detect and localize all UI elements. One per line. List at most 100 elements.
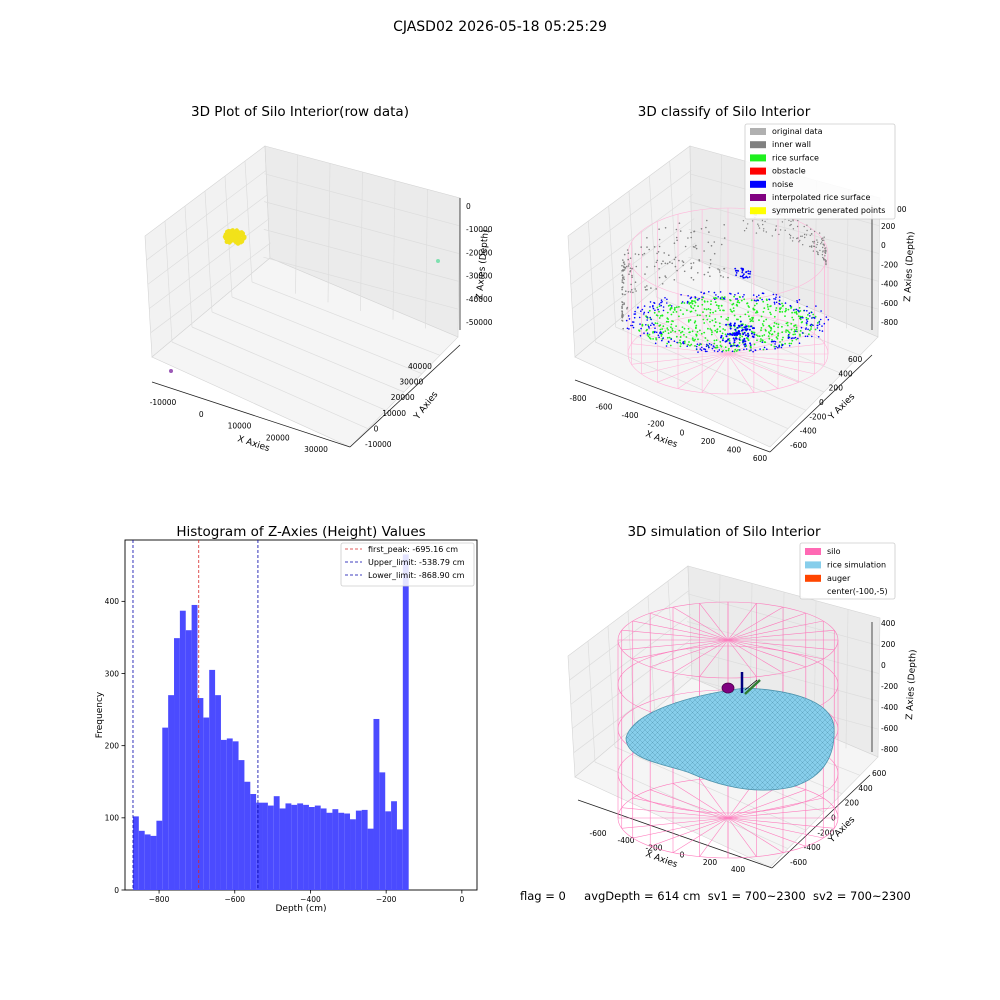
noise-point xyxy=(711,347,714,350)
inner-wall-point xyxy=(622,315,624,318)
rice-surface-point xyxy=(814,328,817,331)
rice-surface-point xyxy=(679,336,682,338)
rice-surface-point xyxy=(799,335,801,337)
noise-point xyxy=(706,350,708,353)
rice-surface-point xyxy=(705,314,708,317)
inner-wall-point xyxy=(824,247,826,250)
rice-surface-point xyxy=(780,307,782,309)
noise-point xyxy=(647,325,650,328)
rice-surface-point xyxy=(664,330,667,332)
inner-wall-point xyxy=(775,228,777,230)
z-tick-label: -10000 xyxy=(466,225,493,234)
inner-wall-point xyxy=(816,243,818,246)
histogram-bar xyxy=(396,829,403,890)
rice-surface-point xyxy=(716,344,718,347)
histogram-bar xyxy=(291,804,298,890)
rice-surface-point xyxy=(793,324,796,327)
rice-surface-point xyxy=(733,314,736,317)
noise-point xyxy=(726,333,729,336)
inner-wall-point xyxy=(745,227,748,229)
noise-point xyxy=(761,341,764,344)
noise-point xyxy=(731,350,734,353)
histogram-bar xyxy=(285,803,292,890)
rice-surface-point xyxy=(691,301,693,303)
histogram-bar xyxy=(303,804,309,890)
legend-swatch xyxy=(750,154,766,162)
panel-simulation: 3D simulation of Silo Interior -600 -400 -… xyxy=(567,524,919,874)
rice-surface-point xyxy=(715,304,718,306)
rice-surface-point xyxy=(674,330,677,333)
rice-surface-point xyxy=(683,302,686,304)
inner-wall-point xyxy=(824,250,826,252)
inner-wall-point xyxy=(825,261,827,263)
y-tick-label: -200 xyxy=(817,828,834,837)
noise-point xyxy=(749,270,752,273)
inner-wall-point xyxy=(812,241,814,243)
rice-surface-point xyxy=(714,318,717,320)
rice-surface-point xyxy=(720,345,723,348)
noise-point xyxy=(721,350,723,353)
rice-surface-point xyxy=(746,302,748,305)
rice-surface-point xyxy=(690,306,693,309)
status-sv2: sv2 = 700~2300 xyxy=(812,889,911,903)
y-tick-label: 0 xyxy=(374,424,379,433)
rice-surface-point xyxy=(781,325,783,328)
rice-surface-point xyxy=(702,311,704,313)
inner-wall-point xyxy=(634,288,636,290)
inner-wall-point xyxy=(653,246,656,248)
raw-point xyxy=(229,234,235,240)
rice-surface-point xyxy=(688,302,691,305)
inner-wall-point xyxy=(676,269,678,272)
noise-point xyxy=(740,324,743,327)
inner-wall-point xyxy=(678,259,680,262)
rice-surface-point xyxy=(762,324,765,327)
inner-wall-point xyxy=(621,303,624,306)
rice-surface-point xyxy=(807,314,809,316)
noise-point xyxy=(743,276,745,279)
inner-wall-point xyxy=(623,266,625,269)
inner-wall-point xyxy=(622,261,625,264)
inner-wall-point xyxy=(644,273,646,275)
noise-point xyxy=(704,350,707,353)
rice-surface-point xyxy=(697,338,699,341)
legend-label: Upper_limit: -538.79 cm xyxy=(368,558,465,567)
legend-swatch xyxy=(805,548,821,555)
rice-surface-point xyxy=(786,329,789,332)
rice-surface-point xyxy=(698,344,701,347)
noise-point xyxy=(768,298,771,301)
noise-point xyxy=(745,275,748,278)
rice-surface-point xyxy=(781,311,784,313)
noise-point xyxy=(754,349,757,352)
inner-wall-point xyxy=(682,264,684,267)
noise-point xyxy=(645,324,647,326)
raw-point-teal xyxy=(436,259,440,263)
noise-point xyxy=(752,350,754,353)
noise-point xyxy=(703,348,705,350)
rice-surface-point xyxy=(769,311,771,314)
inner-wall-point xyxy=(683,270,686,273)
histogram-bar xyxy=(215,695,221,890)
rice-surface-point xyxy=(649,338,652,340)
noise-point xyxy=(781,344,784,347)
histogram-ylabel: Frequency xyxy=(95,691,105,738)
inner-wall-point xyxy=(631,267,633,270)
rice-surface-point xyxy=(773,315,776,318)
noise-point xyxy=(640,310,642,313)
noise-point xyxy=(653,301,655,304)
noise-point xyxy=(825,316,828,318)
noise-point xyxy=(758,294,760,297)
inner-wall-point xyxy=(820,243,822,245)
noise-point xyxy=(662,337,664,339)
histogram-bar xyxy=(338,812,345,890)
rice-surface-point xyxy=(722,337,725,340)
noise-point xyxy=(773,298,775,300)
rice-surface-point xyxy=(799,333,801,336)
rice-surface-point xyxy=(725,318,728,321)
inner-wall-point xyxy=(823,244,825,247)
inner-wall-point xyxy=(675,236,678,239)
histogram-bar xyxy=(344,813,351,890)
noise-point xyxy=(774,340,777,343)
inner-wall-point xyxy=(644,286,646,288)
noise-point xyxy=(638,316,641,319)
rice-surface-point xyxy=(770,313,772,316)
